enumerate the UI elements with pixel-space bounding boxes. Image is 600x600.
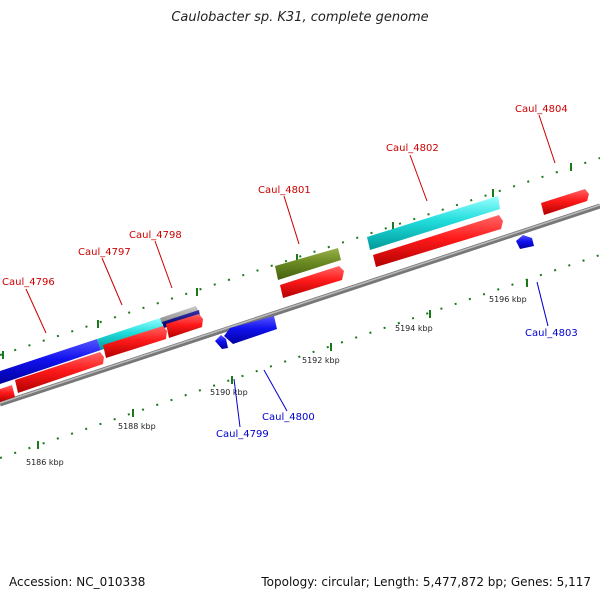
tick-label: 5192 kbp [302, 356, 340, 365]
genome-backbone [0, 203, 600, 407]
gene-label-reverse[interactable]: Caul_4803 [525, 328, 578, 339]
gene-reverse-arrow[interactable] [224, 316, 277, 344]
forward-leader-lines [25, 114, 556, 334]
gene-forward-arrow[interactable] [373, 215, 503, 267]
tick-label: 5194 kbp [395, 324, 433, 333]
feature-blue-segment[interactable] [0, 339, 101, 384]
tick-label: 5190 kbp [210, 388, 248, 397]
gene-forward-arrow[interactable] [103, 326, 167, 358]
tick-label: 5196 kbp [489, 295, 527, 304]
tick-label: 5188 kbp [118, 422, 156, 431]
gene-label-forward[interactable]: Caul_4797 [78, 247, 131, 258]
reverse-tick-track [0, 254, 600, 459]
gene-label-forward[interactable]: Caul_4802 [386, 143, 439, 154]
tick-label: 5186 kbp [26, 458, 64, 467]
genome-backbone-highlight [0, 204, 600, 404]
outer-major-ticks [2, 163, 572, 359]
gene-forward-arrow[interactable] [15, 352, 104, 393]
reverse-leader-lines [233, 281, 549, 428]
gene-reverse-arrow[interactable] [215, 335, 228, 349]
gene-forward-arrow[interactable] [280, 266, 344, 298]
gene-forward-arrow[interactable] [0, 385, 15, 402]
feature-cyan-segment[interactable] [367, 196, 500, 250]
gene-label-forward[interactable]: Caul_4804 [515, 104, 568, 115]
gene-label-forward[interactable]: Caul_4798 [129, 230, 182, 241]
feature-olive-segment[interactable] [275, 248, 341, 280]
gene-forward-arrow[interactable] [166, 314, 203, 338]
gene-reverse-arrow[interactable] [516, 235, 534, 249]
inner-major-ticks [37, 279, 528, 449]
gene-forward-arrow[interactable] [541, 189, 589, 215]
map-title: Caulobacter sp. K31, complete genome [171, 10, 429, 25]
gene-label-reverse[interactable]: Caul_4800 [262, 412, 315, 423]
genome-summary-text: Topology: circular; Length: 5,477,872 bp… [261, 575, 591, 589]
forward-tick-track [0, 157, 600, 356]
gene-label-forward[interactable]: Caul_4801 [258, 185, 311, 196]
gene-label-reverse[interactable]: Caul_4799 [216, 429, 269, 440]
gene-label-forward[interactable]: Caul_4796 [2, 277, 55, 288]
accession-text: Accession: NC_010338 [9, 575, 146, 589]
